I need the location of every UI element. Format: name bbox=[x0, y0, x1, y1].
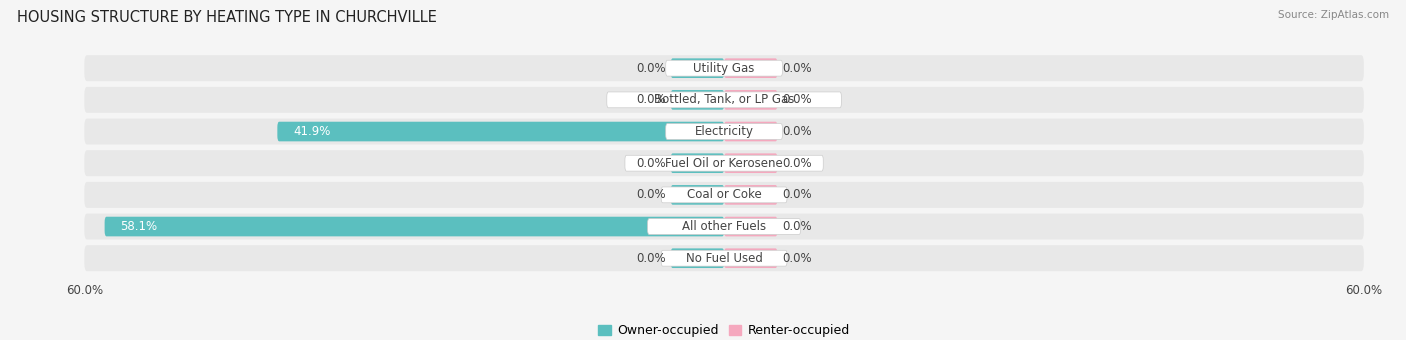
FancyBboxPatch shape bbox=[84, 119, 1364, 144]
Text: Bottled, Tank, or LP Gas: Bottled, Tank, or LP Gas bbox=[654, 94, 794, 106]
FancyBboxPatch shape bbox=[724, 58, 778, 78]
FancyBboxPatch shape bbox=[84, 245, 1364, 271]
Text: 0.0%: 0.0% bbox=[783, 62, 813, 75]
FancyBboxPatch shape bbox=[624, 155, 824, 171]
FancyBboxPatch shape bbox=[648, 219, 800, 235]
FancyBboxPatch shape bbox=[84, 55, 1364, 81]
Text: 0.0%: 0.0% bbox=[783, 125, 813, 138]
Text: No Fuel Used: No Fuel Used bbox=[686, 252, 762, 265]
FancyBboxPatch shape bbox=[724, 217, 778, 236]
FancyBboxPatch shape bbox=[661, 250, 787, 266]
Text: 0.0%: 0.0% bbox=[783, 94, 813, 106]
FancyBboxPatch shape bbox=[724, 90, 778, 110]
Text: All other Fuels: All other Fuels bbox=[682, 220, 766, 233]
Text: 58.1%: 58.1% bbox=[121, 220, 157, 233]
Legend: Owner-occupied, Renter-occupied: Owner-occupied, Renter-occupied bbox=[593, 319, 855, 340]
FancyBboxPatch shape bbox=[671, 185, 724, 205]
FancyBboxPatch shape bbox=[671, 249, 724, 268]
FancyBboxPatch shape bbox=[84, 87, 1364, 113]
Text: 0.0%: 0.0% bbox=[636, 252, 665, 265]
FancyBboxPatch shape bbox=[665, 60, 783, 76]
Text: 0.0%: 0.0% bbox=[783, 252, 813, 265]
Text: Source: ZipAtlas.com: Source: ZipAtlas.com bbox=[1278, 10, 1389, 20]
Text: Utility Gas: Utility Gas bbox=[693, 62, 755, 75]
FancyBboxPatch shape bbox=[724, 185, 778, 205]
Text: 0.0%: 0.0% bbox=[636, 62, 665, 75]
FancyBboxPatch shape bbox=[104, 217, 724, 236]
Text: HOUSING STRUCTURE BY HEATING TYPE IN CHURCHVILLE: HOUSING STRUCTURE BY HEATING TYPE IN CHU… bbox=[17, 10, 437, 25]
Text: 0.0%: 0.0% bbox=[783, 157, 813, 170]
FancyBboxPatch shape bbox=[84, 150, 1364, 176]
FancyBboxPatch shape bbox=[724, 249, 778, 268]
Text: Electricity: Electricity bbox=[695, 125, 754, 138]
Text: 41.9%: 41.9% bbox=[294, 125, 330, 138]
FancyBboxPatch shape bbox=[724, 122, 778, 141]
Text: Coal or Coke: Coal or Coke bbox=[686, 188, 762, 201]
FancyBboxPatch shape bbox=[724, 153, 778, 173]
FancyBboxPatch shape bbox=[84, 182, 1364, 208]
FancyBboxPatch shape bbox=[661, 187, 787, 203]
Text: 0.0%: 0.0% bbox=[636, 188, 665, 201]
FancyBboxPatch shape bbox=[607, 92, 841, 108]
Text: 0.0%: 0.0% bbox=[636, 157, 665, 170]
Text: 0.0%: 0.0% bbox=[783, 220, 813, 233]
FancyBboxPatch shape bbox=[84, 214, 1364, 239]
FancyBboxPatch shape bbox=[671, 90, 724, 110]
Text: Fuel Oil or Kerosene: Fuel Oil or Kerosene bbox=[665, 157, 783, 170]
Text: 0.0%: 0.0% bbox=[636, 94, 665, 106]
Text: 0.0%: 0.0% bbox=[783, 188, 813, 201]
FancyBboxPatch shape bbox=[277, 122, 724, 141]
FancyBboxPatch shape bbox=[671, 153, 724, 173]
FancyBboxPatch shape bbox=[671, 58, 724, 78]
FancyBboxPatch shape bbox=[665, 124, 783, 139]
